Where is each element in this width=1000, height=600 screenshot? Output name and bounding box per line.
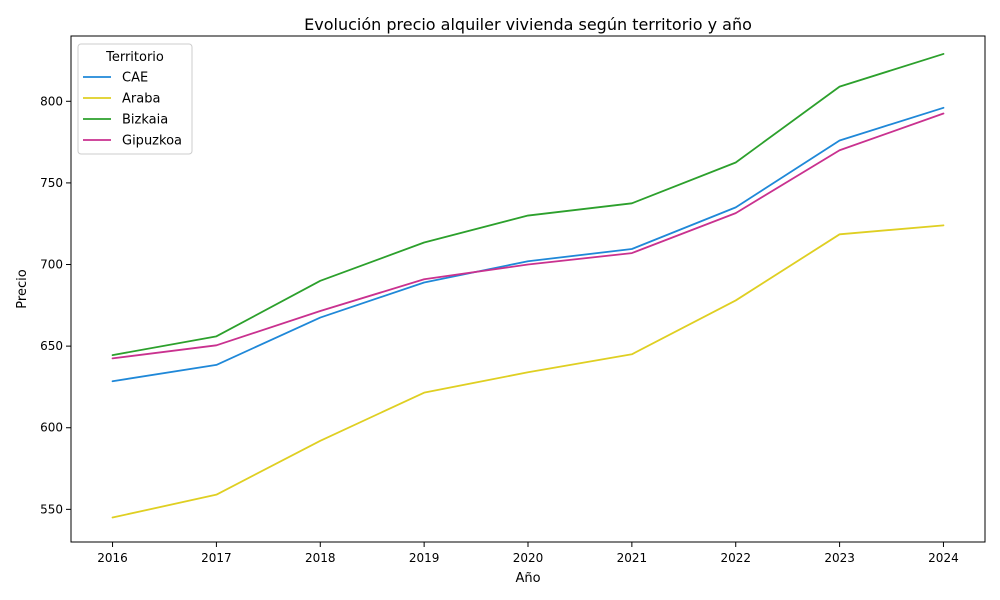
series-layer <box>111 53 945 519</box>
chart-title: Evolución precio alquiler vivienda según… <box>304 15 752 34</box>
legend-item-araba: Araba <box>83 92 160 107</box>
x-tick-label: 2019 <box>409 551 440 565</box>
legend-label: Araba <box>122 92 160 107</box>
legend-label: Bizkaia <box>122 113 168 128</box>
x-tick-label: 2023 <box>824 551 855 565</box>
x-tick-label: 2020 <box>513 551 544 565</box>
y-tick-label: 600 <box>40 421 63 435</box>
x-tick-label: 2018 <box>305 551 336 565</box>
x-tick-label: 2022 <box>720 551 751 565</box>
x-axis: 2016 2017 2018 2019 2020 2021 2022 2023 2024 <box>97 542 959 565</box>
series-line-araba <box>111 224 945 519</box>
y-tick-label: 700 <box>40 258 63 272</box>
y-tick-label: 750 <box>40 176 63 190</box>
plot-area <box>71 36 985 542</box>
y-tick-label: 550 <box>40 502 63 516</box>
x-tick-label: 2021 <box>617 551 648 565</box>
legend-items: CAE Araba Bizkaia Gipuzkoa <box>83 71 182 149</box>
series-line-gipuzkoa <box>111 112 945 360</box>
series-line-bizkaia <box>111 53 945 357</box>
legend: Territorio CAE Araba Bizkaia Gipuzkoa <box>77 43 193 155</box>
legend-item-bizkaia: Bizkaia <box>83 113 168 128</box>
x-tick-label: 2016 <box>97 551 128 565</box>
y-axis-label: Precio <box>15 269 30 308</box>
series-line-cae <box>111 106 945 383</box>
legend-label: Gipuzkoa <box>122 134 182 149</box>
y-tick-label: 800 <box>40 94 63 108</box>
y-axis: 550 600 650 700 750 800 <box>40 94 71 516</box>
x-tick-label: 2024 <box>928 551 959 565</box>
x-axis-label: Año <box>515 571 540 586</box>
legend-title: Territorio <box>105 50 164 65</box>
y-tick-label: 650 <box>40 339 63 353</box>
legend-label: CAE <box>122 71 148 86</box>
x-tick-label: 2017 <box>201 551 232 565</box>
legend-item-cae: CAE <box>83 71 148 86</box>
legend-item-gipuzkoa: Gipuzkoa <box>83 134 182 149</box>
legend-box <box>77 43 193 155</box>
